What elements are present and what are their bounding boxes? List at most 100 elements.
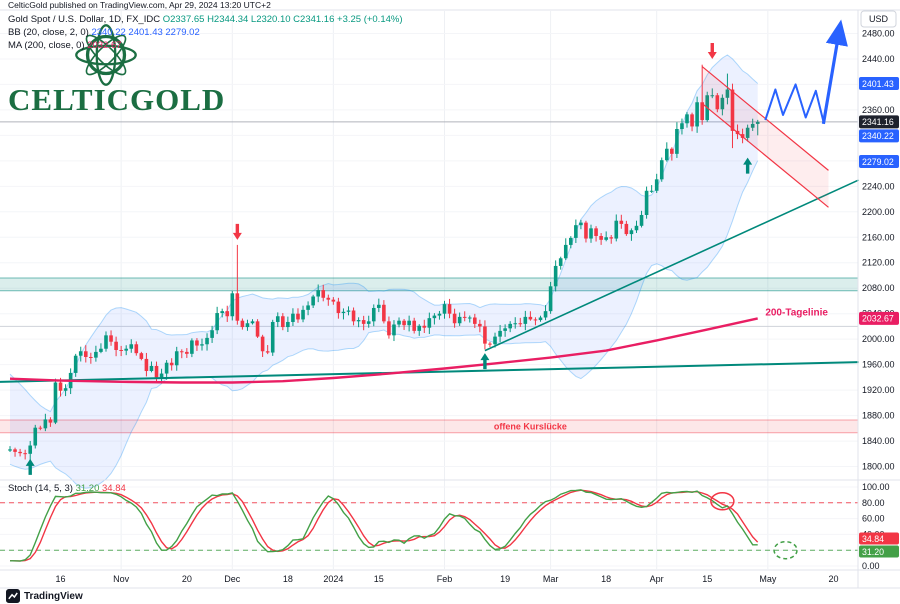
svg-text:2360.00: 2360.00: [862, 105, 895, 115]
candle-body: [346, 310, 351, 312]
candle-body: [589, 228, 593, 239]
stoch-d-line: [9, 489, 759, 562]
price-label: [859, 115, 899, 129]
candle-body: [548, 286, 553, 312]
candle-body: [427, 318, 432, 328]
candle-body: [215, 313, 219, 331]
candle-body: [164, 362, 169, 374]
candle-body: [154, 365, 159, 378]
candle-body: [730, 89, 735, 131]
svg-text:34.84: 34.84: [862, 534, 884, 544]
candle-body: [58, 382, 63, 391]
price-label: [859, 154, 899, 168]
candle-body: [129, 344, 134, 349]
candle-body: [366, 321, 371, 324]
candle-body: [432, 315, 437, 319]
candle-body: [725, 89, 730, 98]
candle-body: [664, 148, 669, 161]
candle-body: [690, 114, 694, 127]
stoch-annotation-circle: [773, 540, 798, 560]
candle-body: [629, 230, 634, 235]
candle-body: [493, 336, 497, 345]
candle-body: [710, 95, 715, 97]
price-zones: offene Kurslücke: [0, 277, 858, 434]
bollinger-bands: [9, 54, 759, 489]
candle-body: [321, 290, 326, 298]
candle-body: [442, 304, 447, 314]
uptrend-line: [484, 179, 860, 352]
candle-body: [331, 299, 336, 302]
bb-row: BB (20, close, 2, 0) 2340.22 2401.43 227…: [8, 26, 403, 39]
candle-body: [599, 235, 603, 240]
candle-body: [281, 316, 285, 328]
candle-body: [533, 319, 538, 321]
stoch-legend: Stoch (14, 5, 3) 31.20 34.84: [8, 483, 126, 494]
candle-body: [114, 341, 118, 350]
candle-body: [503, 328, 507, 331]
candle-body: [402, 320, 406, 326]
candle-body: [356, 320, 361, 322]
candle-body: [619, 220, 624, 224]
candle-body: [407, 320, 411, 326]
candle-body: [210, 330, 214, 338]
symbol-legend: Gold Spot / U.S. Dollar, 1D, FX_IDC O233…: [8, 13, 403, 52]
price-axis[interactable]: 2480.002440.002400.002360.002320.002280.…: [862, 28, 895, 571]
candle-body: [13, 449, 17, 452]
candle-body: [392, 324, 396, 336]
candle-body: [508, 323, 512, 329]
stoch-indicator-label: Stoch (14, 5, 3): [8, 483, 73, 494]
candle-body: [185, 351, 189, 354]
axis-unit-badge[interactable]: USD: [860, 10, 897, 28]
candle-body: [639, 214, 644, 226]
candle-body: [604, 237, 608, 240]
svg-text:15: 15: [702, 574, 712, 584]
candle-body: [73, 355, 78, 373]
candle-body: [488, 343, 492, 345]
svg-text:May: May: [759, 574, 777, 584]
svg-text:Mar: Mar: [543, 574, 559, 584]
candle-body: [306, 305, 310, 310]
candle-body: [124, 348, 129, 351]
candle-body: [675, 129, 679, 154]
candle-body: [654, 179, 659, 191]
down-arrow: [232, 223, 242, 240]
time-axis[interactable]: 16 Nov 20 Dec 18 2024 15 Feb 19 Mar 18 Apr 15 May 20: [56, 574, 839, 584]
axis-price-labels: USD 2401.43 2341.16 2340.22 2279.02 2032.67 34…: [859, 10, 899, 558]
candle-body: [483, 326, 487, 344]
candle-body: [205, 337, 209, 345]
projection-path: [764, 19, 848, 125]
candle-body: [63, 388, 68, 391]
svg-text:Dec: Dec: [224, 574, 241, 584]
svg-text:60.00: 60.00: [862, 514, 885, 524]
candle-body: [53, 382, 58, 423]
candle-body: [695, 102, 699, 127]
stoch-k-value: 31.20: [75, 483, 100, 494]
candle-body: [83, 351, 88, 357]
candle-body: [659, 160, 664, 180]
candle-body: [614, 220, 619, 239]
candle-body: [417, 325, 422, 331]
ma-200-label: 200-Tagelinie: [765, 307, 828, 318]
svg-text:2024: 2024: [323, 574, 343, 584]
candle-body: [543, 311, 548, 318]
candle-body: [341, 311, 346, 314]
candle-body: [109, 335, 113, 342]
candle-body: [594, 228, 598, 236]
candle-body: [255, 321, 260, 337]
stoch-pane[interactable]: [0, 489, 858, 562]
candle-body: [467, 317, 472, 319]
candle-body: [286, 321, 290, 328]
candle-body: [670, 148, 674, 154]
candle-body: [270, 321, 275, 353]
svg-text:2080.00: 2080.00: [862, 283, 895, 293]
svg-text:2120.00: 2120.00: [862, 258, 895, 268]
candle-body: [326, 297, 331, 300]
candle-body: [23, 453, 27, 455]
svg-text:80.00: 80.00: [862, 498, 885, 508]
candle-body: [457, 316, 462, 324]
tradingview-attribution[interactable]: TradingView: [6, 589, 83, 603]
candle-body: [361, 320, 366, 324]
candle-body: [397, 320, 401, 325]
svg-text:2032.67: 2032.67: [862, 314, 894, 324]
